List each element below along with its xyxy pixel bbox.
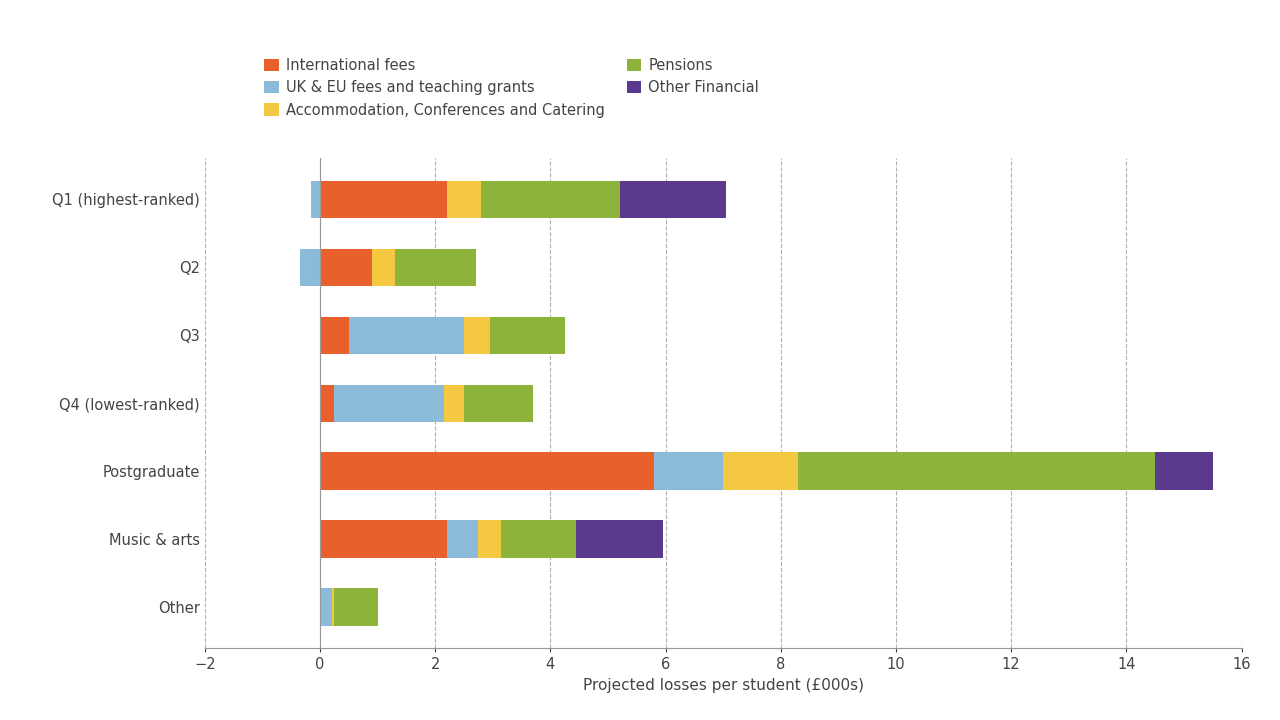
Bar — [320, 521, 447, 558]
Bar — [320, 588, 332, 626]
Bar — [723, 452, 799, 490]
Bar — [371, 248, 394, 286]
Bar — [654, 452, 723, 490]
Bar — [1155, 452, 1212, 490]
Bar — [334, 588, 378, 626]
Bar — [444, 384, 465, 422]
Bar — [465, 317, 490, 354]
Bar — [447, 521, 479, 558]
Bar — [320, 248, 371, 286]
Bar — [311, 181, 320, 218]
Bar — [481, 181, 620, 218]
Bar — [334, 384, 444, 422]
Bar — [320, 452, 654, 490]
Bar — [479, 521, 502, 558]
Bar — [320, 384, 334, 422]
Bar — [465, 384, 534, 422]
Bar — [300, 248, 320, 286]
X-axis label: Projected losses per student (£000s): Projected losses per student (£000s) — [582, 678, 864, 693]
Bar — [502, 521, 576, 558]
Bar — [576, 521, 663, 558]
Bar — [348, 317, 465, 354]
Legend: International fees, UK & EU fees and teaching grants, Accommodation, Conferences: International fees, UK & EU fees and tea… — [264, 58, 759, 117]
Bar — [799, 452, 1155, 490]
Bar — [394, 248, 476, 286]
Bar — [490, 317, 564, 354]
Bar — [447, 181, 481, 218]
Bar — [620, 181, 726, 218]
Bar — [332, 588, 334, 626]
Bar — [320, 317, 348, 354]
Bar — [320, 181, 447, 218]
